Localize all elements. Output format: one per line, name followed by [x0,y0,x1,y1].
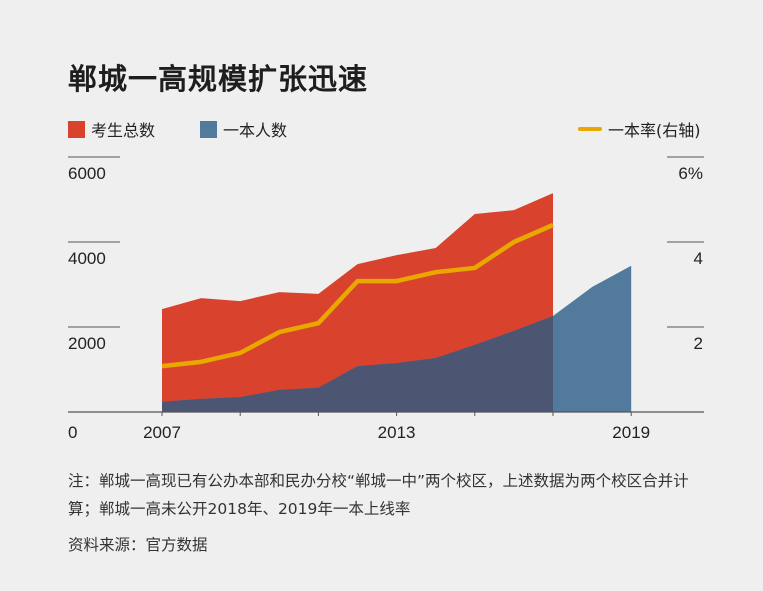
legend-label-rate: 一本率(右轴) [608,121,701,140]
legend-item-total: 考生总数 [68,117,155,141]
legend-swatch-total [68,120,85,138]
chart-source: 资料来源：官方数据 [68,536,208,554]
chart-title: 郸城一高规模扩张迅速 [68,62,369,96]
legend-label-total: 考生总数 [91,121,156,140]
legend-line-rate [578,127,602,131]
left-tick-label: 4000 [68,249,106,268]
legend-item-first-tier: 一本人数 [200,117,287,141]
right-tick-label: 2 [694,334,703,353]
right-tick-label: 6% [678,164,703,183]
area-first-tier-overlap [162,315,553,412]
left-tick-label: 6000 [68,164,106,183]
left-tick-label: 2000 [68,334,106,353]
right-tick-label: 4 [694,249,703,268]
x-tick-label: 2007 [143,423,181,442]
x-tick-label: 2013 [378,423,416,442]
legend-swatch-first-tier [200,120,217,138]
legend-item-rate: 一本率(右轴) [578,117,701,141]
x-tick-label: 2019 [612,423,650,442]
left-tick-label-zero: 0 [68,423,77,442]
legend-label-first-tier: 一本人数 [223,121,288,140]
chart-note: 注：郸城一高现已有公办本部和民办分校“郸城一中”两个校区，上述数据为两个校区合并… [68,472,689,518]
